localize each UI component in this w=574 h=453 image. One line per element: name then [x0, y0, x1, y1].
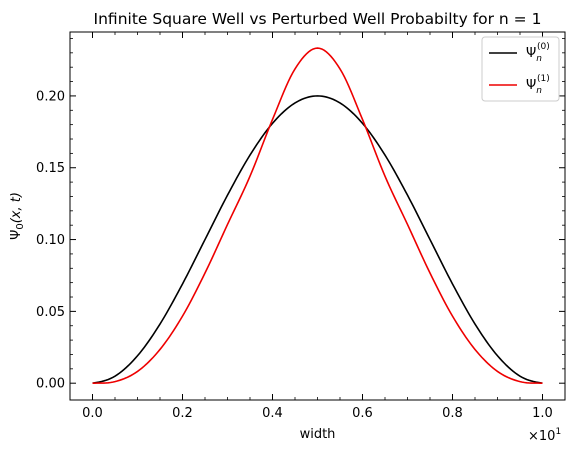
y-axis-ticks: 0.00 0.05 0.10 0.15 0.20	[36, 38, 565, 392]
x-tick-label: 0.2	[172, 406, 193, 421]
legend-label-1-base: Ψ	[526, 78, 536, 93]
x-axis-ticks: 0.0 0.2 0.4 0.6 0.8 1.0	[82, 32, 566, 421]
series-line-1	[92, 47, 543, 384]
legend-label-0-sup: (0)	[537, 42, 550, 52]
y-axis-label-args: (x, t)	[9, 192, 24, 223]
x-axis-multiplier-base: ×10	[528, 429, 555, 444]
series-line-0	[92, 95, 543, 384]
y-tick-label: 0.10	[36, 233, 65, 248]
x-tick-label: 0.8	[442, 406, 463, 421]
legend-label-1-sub: n	[536, 86, 542, 96]
y-tick-label: 0.05	[36, 305, 65, 320]
legend-label-0-base: Ψ	[526, 46, 536, 61]
x-tick-label: 0.6	[352, 406, 373, 421]
y-axis-label-base: Ψ	[9, 230, 24, 240]
series-layer	[92, 47, 543, 384]
y-axis-label: Ψ0(x, t)	[9, 192, 26, 240]
x-tick-label: 1.0	[532, 406, 553, 421]
chart-title: Infinite Square Well vs Perturbed Well P…	[94, 10, 542, 28]
y-tick-label: 0.00	[36, 377, 65, 392]
y-tick-label: 0.20	[36, 89, 65, 104]
legend-label-1-sup: (1)	[537, 74, 550, 84]
x-axis-label: width	[300, 427, 336, 442]
x-tick-label: 0.0	[82, 406, 103, 421]
x-axis-multiplier-exponent: 1	[555, 427, 561, 437]
legend: Ψn (0) Ψn (1)	[481, 36, 560, 102]
legend-label-0-sub: n	[536, 54, 542, 64]
legend-label-series-1: Ψn (1)	[526, 74, 550, 96]
x-axis-multiplier: ×101	[528, 427, 561, 444]
x-tick-label: 0.4	[262, 406, 283, 421]
legend-label-series-0: Ψn (0)	[526, 42, 550, 64]
y-tick-label: 0.15	[36, 161, 65, 176]
y-axis-label-sub: 0	[15, 223, 26, 229]
